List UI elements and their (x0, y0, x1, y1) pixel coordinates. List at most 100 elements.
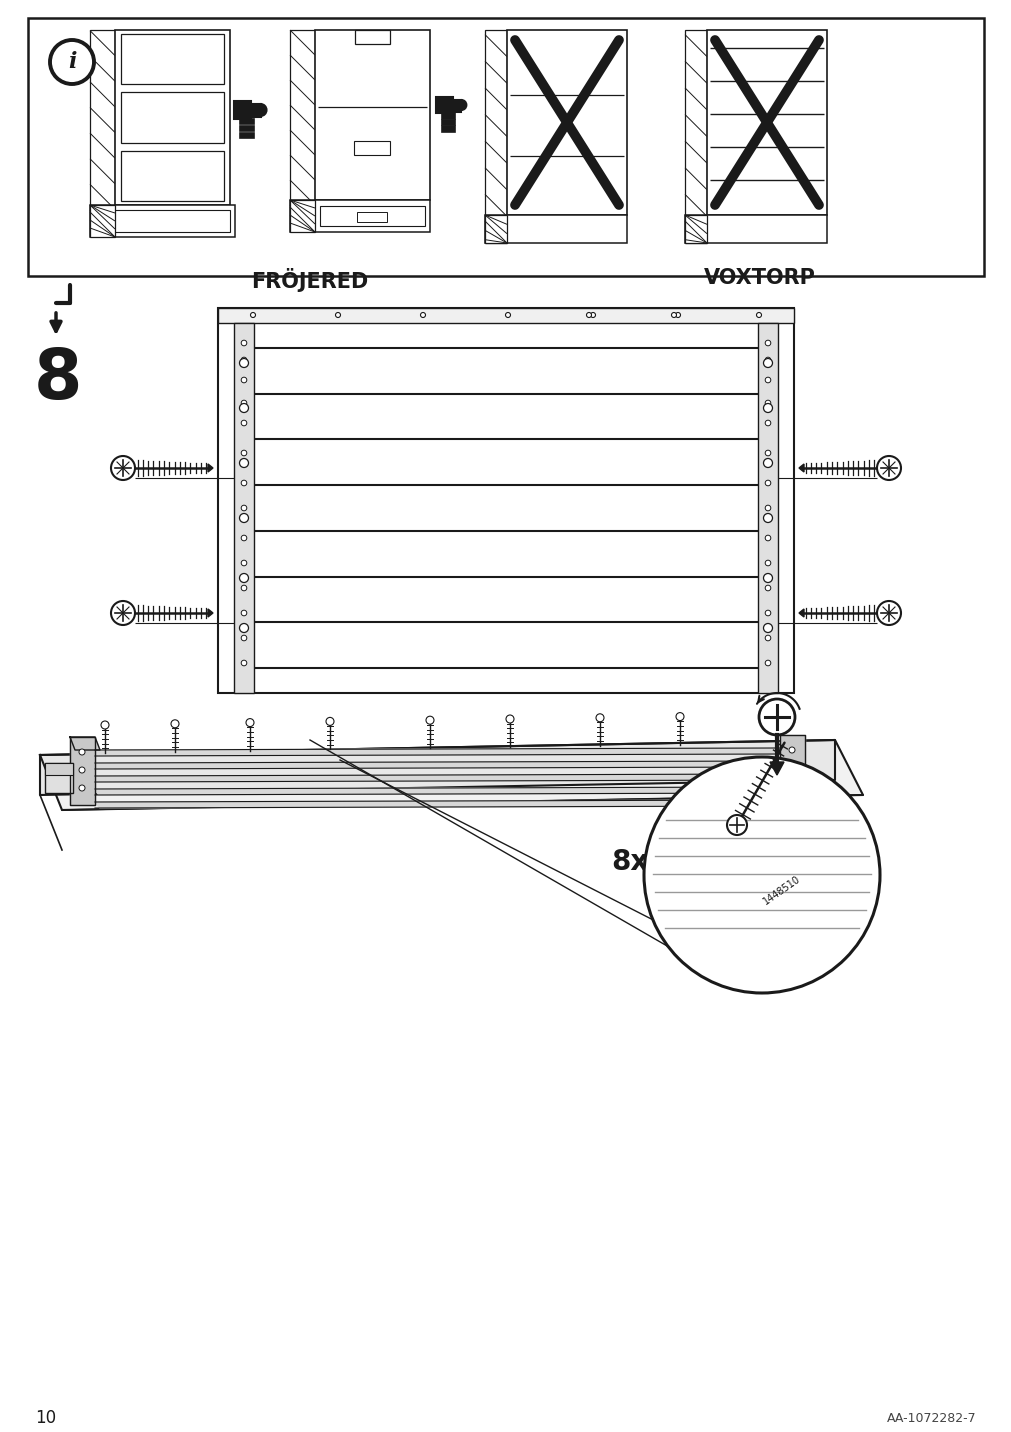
Circle shape (762, 514, 771, 523)
Circle shape (764, 560, 770, 566)
Circle shape (50, 40, 94, 84)
Bar (95, 211, 229, 232)
Circle shape (241, 377, 247, 382)
Text: AA-1072282-7: AA-1072282-7 (887, 1412, 976, 1425)
Circle shape (764, 341, 770, 345)
Bar (354, 140, 389, 155)
Circle shape (240, 623, 249, 633)
Circle shape (762, 458, 771, 467)
Bar (240, 126, 254, 132)
Polygon shape (769, 762, 784, 775)
Bar (44, 763, 73, 793)
Bar (290, 30, 314, 231)
Bar (90, 205, 235, 238)
Bar (319, 206, 425, 226)
Text: FRÖJERED: FRÖJERED (251, 268, 368, 292)
Circle shape (762, 358, 771, 368)
Text: 8: 8 (33, 347, 82, 414)
Bar (314, 30, 430, 200)
Bar (217, 308, 794, 693)
Circle shape (251, 312, 255, 318)
Circle shape (675, 713, 683, 720)
Circle shape (171, 720, 179, 727)
Circle shape (336, 312, 340, 318)
Circle shape (506, 715, 514, 723)
Bar (217, 308, 794, 324)
Bar (684, 215, 826, 243)
Circle shape (762, 404, 771, 412)
Circle shape (764, 377, 770, 382)
Bar (707, 30, 826, 215)
Circle shape (101, 720, 109, 729)
Bar (121, 34, 223, 84)
Circle shape (764, 480, 770, 485)
Bar (357, 212, 386, 222)
Circle shape (762, 573, 771, 583)
Bar (121, 92, 223, 143)
Circle shape (240, 458, 249, 467)
Bar (44, 763, 73, 775)
Circle shape (643, 758, 880, 992)
Circle shape (241, 636, 247, 640)
Bar (484, 215, 507, 243)
Bar (121, 150, 223, 200)
Bar (240, 133, 254, 139)
Bar (90, 205, 115, 238)
Bar (355, 30, 389, 44)
Circle shape (877, 601, 900, 624)
Circle shape (241, 341, 247, 345)
Circle shape (764, 400, 770, 405)
Bar (28, 19, 983, 276)
Bar (442, 120, 455, 125)
Bar (290, 200, 430, 232)
Circle shape (240, 514, 249, 523)
Circle shape (241, 610, 247, 616)
Circle shape (764, 420, 770, 425)
Circle shape (241, 505, 247, 511)
Polygon shape (208, 609, 212, 617)
Circle shape (241, 420, 247, 425)
Text: 10: 10 (35, 1409, 56, 1428)
Circle shape (764, 610, 770, 616)
Circle shape (79, 785, 85, 790)
Circle shape (595, 713, 604, 722)
Polygon shape (779, 735, 804, 805)
Bar (240, 105, 260, 116)
Bar (436, 97, 452, 113)
Circle shape (79, 749, 85, 755)
Circle shape (671, 312, 675, 318)
Circle shape (111, 455, 134, 480)
Polygon shape (40, 740, 834, 795)
Bar (234, 102, 251, 119)
Circle shape (241, 357, 247, 362)
Polygon shape (95, 775, 782, 782)
Bar (684, 30, 707, 243)
Circle shape (726, 815, 746, 835)
Circle shape (789, 783, 795, 789)
Circle shape (762, 623, 771, 633)
Circle shape (764, 357, 770, 362)
Polygon shape (208, 464, 212, 473)
Circle shape (674, 312, 679, 318)
Polygon shape (799, 609, 803, 617)
Polygon shape (799, 464, 803, 473)
Bar (684, 215, 707, 243)
Bar (115, 30, 229, 205)
Bar (484, 30, 507, 243)
Polygon shape (70, 737, 95, 805)
Circle shape (789, 765, 795, 770)
Circle shape (241, 586, 247, 591)
Circle shape (255, 105, 266, 116)
Circle shape (79, 768, 85, 773)
Text: i: i (68, 52, 76, 73)
Circle shape (789, 748, 795, 753)
Circle shape (241, 480, 247, 485)
Circle shape (589, 312, 594, 318)
Bar (442, 126, 455, 132)
Bar (484, 215, 627, 243)
Bar (234, 324, 254, 693)
Bar (757, 324, 777, 693)
Circle shape (764, 586, 770, 591)
Circle shape (764, 450, 770, 455)
Circle shape (456, 100, 466, 110)
